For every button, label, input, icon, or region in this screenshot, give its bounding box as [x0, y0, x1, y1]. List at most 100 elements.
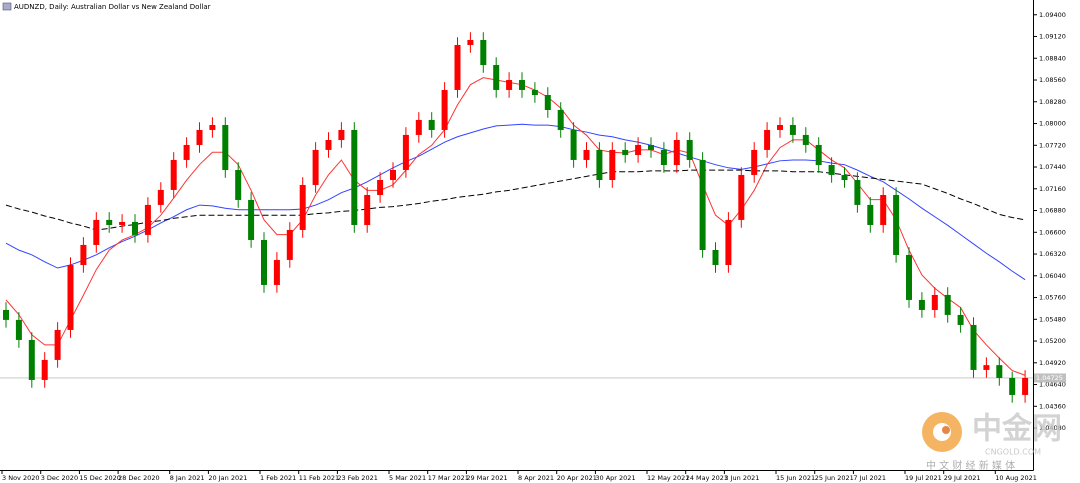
candle-body [880, 194, 887, 225]
candle-body [415, 119, 422, 135]
y-tick-label: 1.07440 [1039, 163, 1066, 171]
x-tick-label: 7 Jul 2021 [853, 474, 886, 482]
x-tick-label: 8 Jan 2021 [170, 474, 205, 482]
candle-body [54, 329, 61, 360]
watermark-slogan: 中 文 财 经 新 媒 体 [926, 459, 1015, 472]
candle-body [428, 119, 435, 130]
candle-body [635, 144, 642, 155]
candle-body [544, 95, 551, 111]
candle-body [286, 229, 293, 260]
candle-body [906, 254, 912, 300]
candle-body [764, 129, 771, 150]
candle-body [931, 294, 938, 310]
x-tick-label: 30 Apr 2021 [595, 474, 635, 482]
y-tick-label: 1.06880 [1039, 207, 1066, 215]
candle-body [918, 299, 925, 310]
candle-body [648, 144, 654, 150]
candle-body [841, 174, 848, 180]
moving-average-line [5, 169, 1026, 231]
candle-body [983, 365, 990, 370]
candle-body [519, 80, 525, 90]
x-tick-label: 17 Mar 2021 [428, 474, 469, 482]
x-tick-label: 19 Jul 2021 [905, 474, 942, 482]
x-tick-label: 10 Aug 2021 [995, 474, 1037, 482]
candle-body [441, 89, 448, 130]
candle-body [725, 219, 732, 265]
candle-body [390, 169, 396, 180]
candle-body [312, 149, 319, 185]
y-tick-label: 1.09400 [1039, 11, 1066, 19]
chart-title: AUDNZD, Daily: Australian Dollar vs New … [14, 3, 211, 11]
x-tick-label: 24 May 2021 [686, 474, 728, 482]
x-tick-label: 12 May 2021 [647, 474, 689, 482]
watermark-name: 中金网 [972, 412, 1062, 447]
candle-body [867, 204, 874, 225]
candle-body [144, 204, 151, 235]
candle-body [673, 139, 680, 166]
candle-body [854, 179, 861, 205]
x-tick-label: 28 Dec 2020 [118, 474, 160, 482]
x-tick-label: 11 Feb 2021 [299, 474, 339, 482]
y-tick-label: 1.04080 [1039, 424, 1066, 432]
candle-body [1022, 377, 1029, 395]
plot: 1.09400 1.09120 1.08840 1.08560 1.08280 1.080… [0, 11, 1066, 482]
candle-body [828, 165, 835, 175]
x-tick-label: 29 Jul 2021 [944, 474, 981, 482]
candle-body [996, 365, 1003, 378]
x-tick-label: 15 Jun 2021 [776, 474, 815, 482]
candle-body [493, 65, 500, 90]
logo-dot [942, 426, 950, 434]
candle-body [609, 149, 616, 180]
y-tick-label: 1.05200 [1039, 337, 1066, 345]
candle-body [699, 159, 706, 250]
candle-body [454, 44, 461, 90]
candle-body [15, 319, 22, 340]
candle-body [67, 264, 74, 330]
candle-body [893, 194, 900, 255]
y-tick-label: 1.05480 [1039, 315, 1066, 323]
candle-body [222, 124, 229, 170]
candle-body [80, 244, 87, 265]
candle-body [660, 149, 667, 166]
candle-body [944, 294, 951, 315]
candle-body [93, 219, 100, 245]
x-tick-label: 1 Feb 2021 [260, 474, 296, 482]
y-tick-label: 1.06600 [1039, 228, 1066, 236]
candle-body [170, 159, 177, 190]
watermark-site: CNGOLD.COM [985, 448, 1041, 457]
y-tick-label: 1.06320 [1039, 250, 1066, 258]
candle-body [738, 174, 745, 220]
candle-body [248, 199, 255, 240]
candle-body [106, 219, 113, 225]
candle-body [1009, 377, 1016, 395]
candle-body [583, 149, 590, 160]
y-tick-label: 1.07160 [1039, 185, 1066, 193]
candle-body [506, 80, 513, 90]
x-tick-label: 23 Feb 2021 [337, 474, 377, 482]
y-tick-label: 1.08000 [1039, 120, 1066, 128]
candle-body [789, 124, 796, 135]
current-price-label: 1.04725 [1036, 374, 1063, 382]
candle-body [261, 239, 267, 285]
x-tick-label: 3 Jun 2021 [724, 474, 759, 482]
candle-body [235, 169, 242, 200]
candle-body [157, 189, 164, 205]
candle-body [815, 144, 822, 166]
candle-body [751, 149, 758, 175]
candle-body [273, 259, 280, 285]
x-tick-label: 29 Mar 2021 [466, 474, 507, 482]
y-tick-label: 1.04360 [1039, 402, 1066, 410]
symbol-icon [2, 2, 12, 11]
candle-body [299, 184, 306, 230]
y-tick-label: 1.05760 [1039, 294, 1066, 302]
candle-body [132, 221, 138, 235]
watermark: 中金网 CNGOLD.COM 中 文 财 经 新 媒 体 [922, 412, 1062, 472]
y-tick-label: 1.08840 [1039, 54, 1066, 62]
x-tick-label: 20 Jan 2021 [208, 474, 247, 482]
y-tick-label: 1.08560 [1039, 76, 1066, 84]
candle-body [622, 149, 629, 155]
x-tick-label: 3 Nov 2020 [2, 474, 40, 482]
candle-body [377, 179, 384, 195]
candle-body [209, 124, 216, 130]
